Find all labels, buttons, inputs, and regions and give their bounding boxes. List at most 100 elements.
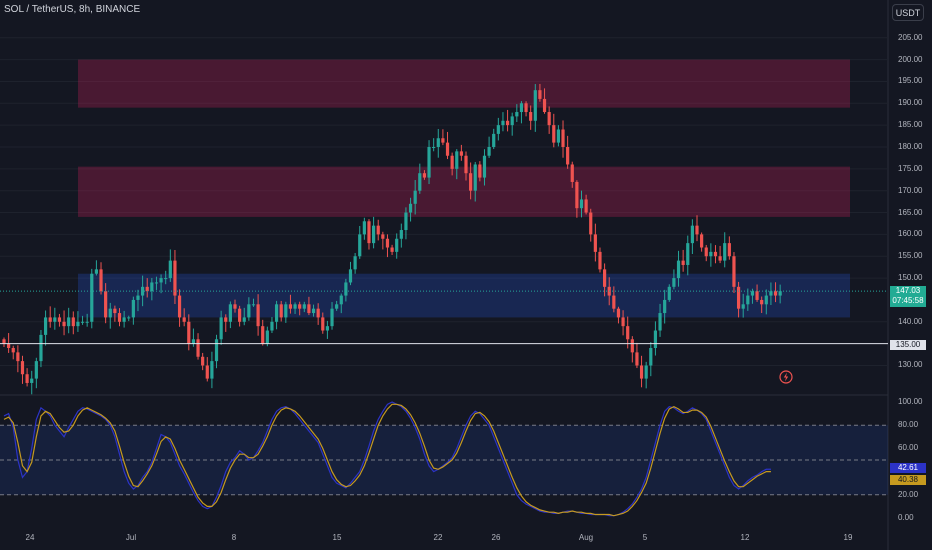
candle <box>422 173 427 178</box>
stoch-d-line <box>3 403 771 517</box>
candle <box>39 334 43 362</box>
candle <box>251 304 256 306</box>
candle <box>141 286 145 296</box>
candle <box>150 282 154 292</box>
candle <box>469 173 473 191</box>
price-label: 175.00 <box>898 163 923 173</box>
currency-button[interactable]: USDT <box>892 4 924 21</box>
candle <box>265 330 269 344</box>
price-label: 140.00 <box>898 316 923 326</box>
candle <box>589 212 593 235</box>
candle <box>681 260 685 265</box>
candle <box>658 313 662 331</box>
candle <box>635 352 639 366</box>
candle <box>48 317 52 322</box>
candle <box>311 308 316 314</box>
candle <box>325 326 329 331</box>
time-label: 15 <box>332 533 342 542</box>
candle <box>330 308 334 327</box>
candle <box>732 256 736 287</box>
candle <box>561 129 565 147</box>
candle <box>750 291 755 296</box>
candle <box>695 225 699 235</box>
candle <box>404 212 408 231</box>
candle <box>603 269 607 287</box>
stoch-label: 80.00 <box>898 420 919 430</box>
candle <box>2 339 6 344</box>
candle <box>676 260 681 279</box>
candle <box>131 299 135 318</box>
candle <box>104 291 108 318</box>
candle <box>700 234 704 248</box>
candle <box>362 221 366 235</box>
candle <box>769 291 773 296</box>
price-label: 160.00 <box>898 229 923 239</box>
candle <box>667 286 671 300</box>
candle <box>450 155 454 169</box>
candle <box>746 295 750 305</box>
price-label: 190.00 <box>898 98 923 108</box>
candle <box>542 98 547 113</box>
candle <box>145 286 149 292</box>
time-label: Jul <box>125 533 137 542</box>
current-price-tag: 147.03 07:45:58 <box>890 286 926 307</box>
candle <box>358 234 362 257</box>
candle <box>307 304 311 314</box>
candle <box>741 304 745 309</box>
candle <box>57 317 62 322</box>
candle <box>154 282 159 284</box>
candle <box>593 234 597 252</box>
lightning-icon[interactable] <box>779 370 793 389</box>
price-label: 200.00 <box>898 54 923 64</box>
candle <box>464 155 468 174</box>
candle <box>274 304 279 322</box>
candle <box>529 112 533 121</box>
candle <box>108 308 112 318</box>
candle <box>566 146 570 165</box>
time-label: 19 <box>843 533 853 542</box>
candle <box>279 304 283 318</box>
candle <box>644 365 648 379</box>
candle <box>408 203 413 213</box>
price-label: 195.00 <box>898 76 923 86</box>
candle <box>270 321 274 331</box>
candle <box>455 151 459 169</box>
candle <box>436 138 440 147</box>
candle <box>187 321 191 344</box>
candle <box>80 321 85 323</box>
candle <box>478 164 482 178</box>
candle <box>445 142 450 156</box>
candle <box>339 295 343 305</box>
candle <box>228 304 232 322</box>
price-label: 130.00 <box>898 360 923 370</box>
candle <box>127 317 131 319</box>
candle <box>547 112 551 126</box>
price-label: 185.00 <box>898 120 923 130</box>
candle <box>219 317 223 340</box>
stoch-label: 100.00 <box>898 397 923 406</box>
candle <box>653 330 658 349</box>
candle <box>672 278 676 287</box>
candle <box>122 317 126 322</box>
candle <box>764 295 768 305</box>
candle <box>487 146 491 156</box>
candle <box>385 238 390 248</box>
time-label: 8 <box>231 533 237 542</box>
candle <box>773 291 778 296</box>
candle <box>718 256 722 261</box>
candle <box>205 365 209 379</box>
candle <box>736 286 741 309</box>
time-label: Aug <box>578 533 594 542</box>
candle <box>321 317 325 331</box>
candle <box>302 304 306 309</box>
time-label: 26 <box>491 533 501 542</box>
candle <box>34 361 38 379</box>
candle <box>16 352 20 362</box>
candle <box>755 291 759 300</box>
stoch-label: 20.00 <box>898 489 919 499</box>
candle <box>760 299 764 305</box>
candle <box>316 308 320 318</box>
candle <box>505 120 510 126</box>
stoch-k-tag: 42.61 <box>890 463 926 473</box>
